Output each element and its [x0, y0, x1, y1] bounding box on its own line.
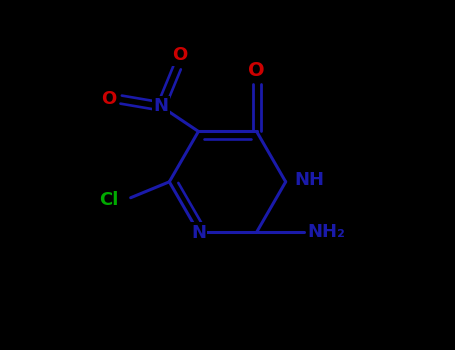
Text: O: O: [172, 46, 187, 64]
Text: O: O: [101, 90, 116, 108]
Text: NH₂: NH₂: [307, 223, 345, 241]
Text: NH: NH: [294, 170, 324, 189]
Text: Cl: Cl: [99, 191, 119, 209]
Text: O: O: [248, 62, 265, 80]
Text: N: N: [191, 224, 206, 241]
Text: N: N: [154, 97, 169, 116]
